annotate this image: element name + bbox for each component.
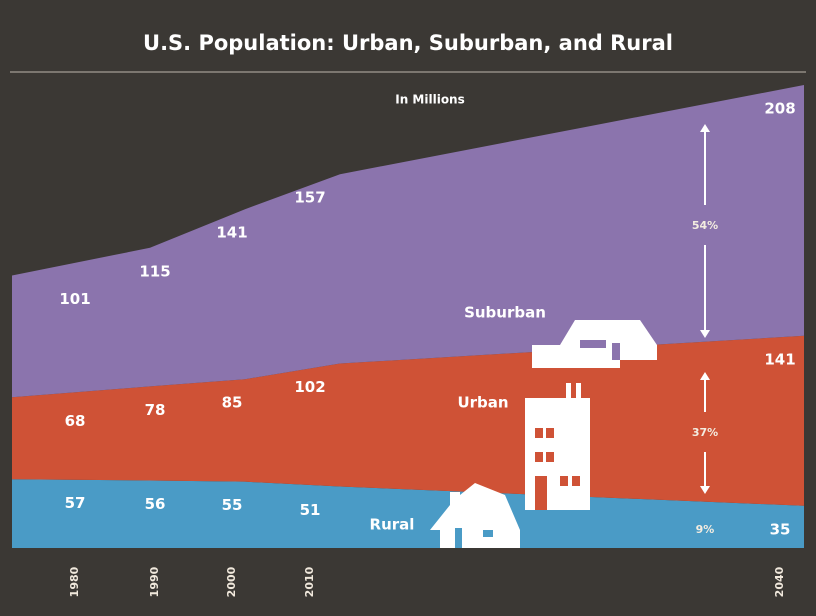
labels: 57 56 55 51 35 68 78 85 102 141 101 115 141 157 208 198…: [59, 100, 795, 598]
data-label: 51: [300, 501, 321, 519]
series-name: Rural: [370, 516, 415, 534]
share-annotation: 54%: [692, 219, 718, 232]
data-label: 208: [764, 100, 795, 118]
data-label: 141: [764, 350, 795, 368]
chart-title: U.S. Population: Urban, Suburban, and Ru…: [143, 31, 673, 55]
urban-building-icon: [525, 383, 590, 510]
series-name: Urban: [457, 394, 508, 412]
share-annotation: 9%: [696, 523, 715, 536]
data-label: 141: [216, 224, 247, 242]
area: [12, 335, 804, 506]
data-label: 56: [145, 495, 166, 513]
area: [12, 479, 804, 548]
plot-area: [0, 85, 816, 616]
x-tick-label: 2040: [773, 566, 786, 597]
series-name: Suburban: [464, 304, 546, 322]
data-label: 115: [139, 262, 170, 280]
data-label: 35: [770, 520, 791, 538]
rural-house-icon: [430, 483, 520, 548]
data-label: 68: [65, 412, 86, 430]
data-label: 57: [65, 494, 86, 512]
data-label: 85: [222, 394, 243, 412]
suburban-house-icon: [532, 320, 657, 368]
x-tick-label: 1980: [68, 566, 81, 597]
data-label: 55: [222, 496, 243, 514]
subtitle: In Millions: [395, 93, 465, 107]
data-label: 157: [294, 189, 325, 207]
x-tick-label: 2000: [225, 566, 238, 597]
data-label: 101: [59, 290, 90, 308]
x-tick-label: 1990: [148, 566, 161, 597]
share-annotation: 37%: [692, 426, 718, 439]
area: [12, 85, 804, 398]
data-label: 102: [294, 378, 325, 396]
x-tick-label: 2010: [303, 566, 316, 597]
axis-band: [0, 548, 816, 616]
data-label: 78: [145, 401, 166, 419]
share-arrows: [700, 124, 710, 494]
